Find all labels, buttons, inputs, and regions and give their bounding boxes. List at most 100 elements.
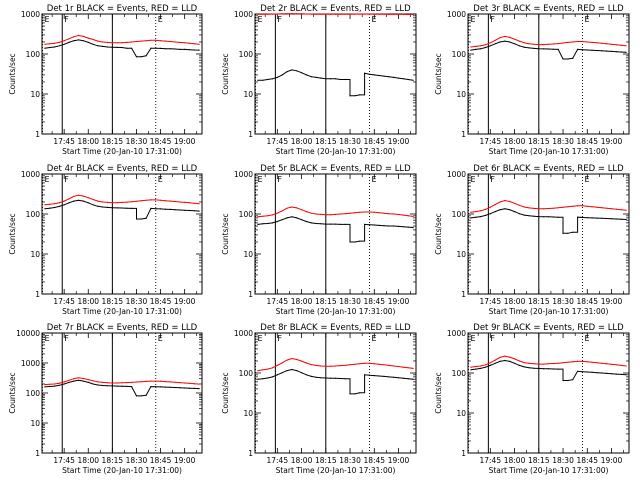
data-point xyxy=(364,211,366,213)
data-point xyxy=(44,204,46,206)
data-point xyxy=(262,79,264,81)
y-axis-label: Counts/sec xyxy=(221,372,230,413)
data-point xyxy=(412,215,414,217)
data-point xyxy=(291,13,293,15)
data-point xyxy=(106,385,109,387)
data-point xyxy=(262,13,264,15)
data-point xyxy=(92,380,94,382)
data-point xyxy=(184,387,186,389)
data-point xyxy=(475,216,477,218)
data-point xyxy=(359,211,361,213)
plot-frame xyxy=(254,332,417,454)
data-point xyxy=(53,206,56,209)
data-point xyxy=(188,49,191,51)
data-point xyxy=(63,43,65,45)
x-tick-label: 18:30 xyxy=(126,297,148,306)
data-point xyxy=(591,49,593,51)
data-point xyxy=(82,40,84,42)
data-point xyxy=(291,69,293,71)
series-lld xyxy=(257,13,414,16)
data-point xyxy=(615,44,618,46)
data-point xyxy=(276,364,278,366)
data-point xyxy=(577,48,579,51)
data-point xyxy=(577,216,579,218)
data-point xyxy=(68,38,70,40)
data-point xyxy=(301,209,303,211)
time-marker-label: E xyxy=(44,15,49,24)
data-point xyxy=(397,13,400,15)
data-point xyxy=(359,94,361,96)
data-point xyxy=(383,225,385,227)
data-point xyxy=(523,46,525,48)
data-point xyxy=(397,377,400,379)
series-events xyxy=(257,368,414,395)
data-point xyxy=(126,207,128,209)
data-point xyxy=(557,48,559,51)
data-point xyxy=(562,379,564,382)
data-point xyxy=(111,202,113,204)
data-point xyxy=(87,381,89,383)
x-tick-label: 18:30 xyxy=(552,137,574,146)
data-point xyxy=(412,378,414,380)
data-point xyxy=(528,215,530,217)
data-point xyxy=(179,41,181,44)
data-point xyxy=(601,50,603,52)
data-point xyxy=(606,217,608,220)
data-point xyxy=(480,48,482,50)
x-axis-label: Start Time (20-Jan-10 17:31:00) xyxy=(276,466,396,475)
data-point xyxy=(339,365,341,367)
data-point xyxy=(354,241,356,243)
data-point xyxy=(494,43,496,45)
data-point xyxy=(577,360,579,362)
x-axis-label: Start Time (20-Jan-10 17:31:00) xyxy=(62,307,182,316)
data-point xyxy=(538,48,540,50)
data-point xyxy=(150,199,152,201)
y-tick-label: 100 xyxy=(239,50,254,59)
data-point xyxy=(271,214,274,216)
data-point xyxy=(174,41,176,43)
data-point xyxy=(131,201,133,203)
data-point xyxy=(402,78,404,80)
data-point xyxy=(63,40,65,42)
data-point xyxy=(567,206,569,208)
data-point xyxy=(397,77,400,79)
series-lld xyxy=(470,199,627,213)
data-point xyxy=(179,382,181,384)
data-point xyxy=(78,34,80,37)
data-point xyxy=(198,388,200,390)
data-point xyxy=(325,365,327,367)
x-tick-label: 18:30 xyxy=(339,297,361,306)
data-point xyxy=(407,215,409,217)
data-point xyxy=(145,55,147,57)
data-point xyxy=(310,375,312,377)
data-point xyxy=(58,384,60,386)
data-point xyxy=(373,363,375,365)
data-point xyxy=(155,39,157,41)
data-point xyxy=(470,49,472,51)
series-events xyxy=(44,199,200,220)
data-point xyxy=(179,209,181,211)
data-point xyxy=(267,215,269,217)
data-point xyxy=(121,42,123,44)
data-point xyxy=(528,367,530,369)
x-tick-label: 19:00 xyxy=(174,456,196,465)
data-point xyxy=(140,40,142,42)
data-point xyxy=(102,384,104,387)
y-tick-label: 1000 xyxy=(447,329,466,338)
time-marker-label: E xyxy=(584,15,589,24)
data-point xyxy=(116,202,118,204)
data-point xyxy=(320,377,322,379)
data-point xyxy=(562,42,564,44)
data-point xyxy=(164,381,166,383)
data-point xyxy=(484,44,487,46)
data-point xyxy=(349,241,351,243)
data-point xyxy=(368,362,370,364)
data-point xyxy=(276,374,278,376)
data-point xyxy=(155,208,157,210)
data-point xyxy=(330,223,332,225)
data-point xyxy=(160,199,162,201)
panel-title: Det 8r BLACK = Events, RED = LLD xyxy=(260,323,411,333)
data-point xyxy=(543,44,545,46)
plot-frame xyxy=(467,332,630,454)
data-point xyxy=(330,78,332,80)
